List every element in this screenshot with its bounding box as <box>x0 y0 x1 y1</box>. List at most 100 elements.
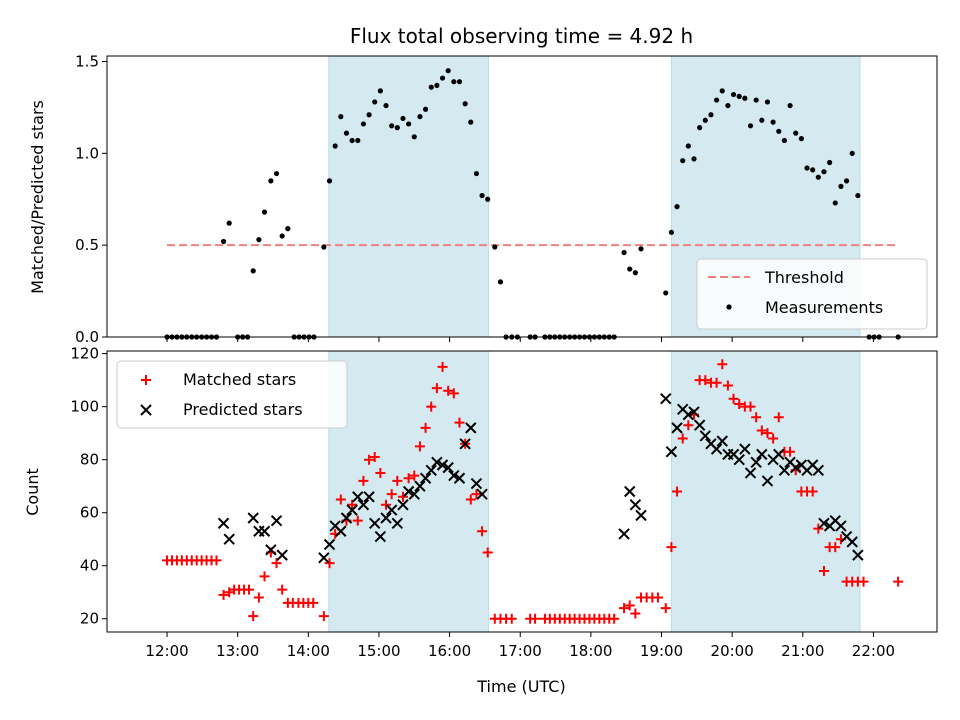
matched-star-point <box>375 467 386 478</box>
measurement-point <box>708 112 714 118</box>
predicted-star-point <box>835 520 847 532</box>
measurement-point <box>730 91 737 98</box>
legend-predicted-swatch <box>140 404 152 416</box>
predicted-star-point <box>716 435 728 447</box>
matched-star-point <box>609 613 620 624</box>
measurement-point <box>638 246 644 252</box>
predicted-star-point <box>846 536 858 548</box>
measurement-point <box>632 270 638 276</box>
predicted-star-point <box>442 461 454 474</box>
predicted-star-point <box>733 453 745 466</box>
predicted-star-point <box>385 504 398 516</box>
matched-star-point <box>666 542 677 553</box>
measurement-point <box>479 192 485 199</box>
matched-star-point <box>652 592 663 603</box>
matched-star-point <box>392 475 403 486</box>
predicted-star-point <box>374 530 387 543</box>
matched-star-point <box>414 441 425 452</box>
matched-star-point <box>308 597 319 608</box>
top-legend: Threshold Measurements <box>696 258 928 330</box>
top-y-axis-label: Matched/Predicted stars <box>28 100 47 294</box>
measurement-point <box>832 200 838 206</box>
matched-star-point <box>477 526 488 537</box>
measurement-point <box>400 115 406 122</box>
matched-star-point <box>335 494 346 505</box>
measurement-point <box>383 102 389 109</box>
matched-star-point <box>807 486 818 497</box>
matched-star-point <box>454 417 465 428</box>
matched-star-point <box>471 489 482 500</box>
legend-measurements-label: Measurements <box>765 298 883 317</box>
measurement-point <box>759 117 765 123</box>
matched-star-point <box>409 470 420 481</box>
measurement-point <box>674 204 680 210</box>
predicted-star-point <box>318 552 330 564</box>
matched-star-point <box>347 499 358 510</box>
matched-star-point <box>630 608 641 619</box>
predicted-star-point <box>465 422 477 434</box>
measurement-point <box>326 178 333 184</box>
predicted-star-point <box>391 517 404 530</box>
matched-star-point <box>259 571 270 582</box>
predicted-star-point <box>419 472 432 484</box>
bottom-x-tick-label: 13:00 <box>216 642 259 660</box>
x-axis-label: Time (UTC) <box>476 677 565 696</box>
bottom-y-tick-label: 60 <box>80 504 99 522</box>
measurement-point <box>285 226 291 232</box>
measurement-point <box>250 268 256 274</box>
matched-star-point <box>448 388 459 399</box>
measurement-point <box>747 123 754 129</box>
predicted-star-point <box>773 448 785 461</box>
measurement-point <box>411 134 417 140</box>
matched-star-point <box>369 452 380 463</box>
predicted-star-point <box>818 517 830 530</box>
matched-star-point <box>683 420 694 431</box>
matched-star-point <box>431 383 442 394</box>
top-y-tick-label: 1.0 <box>75 144 99 162</box>
predicted-star-point <box>247 512 259 524</box>
predicted-star-point <box>778 464 791 476</box>
predicted-star-point <box>476 488 488 500</box>
measurement-point <box>462 101 468 107</box>
matched-star-point <box>619 603 630 614</box>
matched-star-point <box>443 385 454 396</box>
predicted-star-point <box>453 472 466 484</box>
bottom-shaded-interval-1 <box>670 350 861 633</box>
measurement-point <box>428 84 434 90</box>
measurement-point <box>332 143 338 149</box>
predicted-star-point <box>470 477 483 490</box>
measurement-point <box>821 169 827 175</box>
chart-title: Flux total observing time = 4.92 h <box>350 24 693 48</box>
predicted-star-point <box>693 419 706 431</box>
measurement-point <box>485 196 491 202</box>
predicted-star-point <box>699 430 712 442</box>
measurement-point <box>810 167 816 173</box>
bottom-x-tick-label: 12:00 <box>145 642 188 660</box>
top-y-tick-label: 0.5 <box>75 236 99 254</box>
measurement-point <box>680 158 686 164</box>
measurement-point <box>770 119 776 125</box>
measurement-point <box>226 220 232 226</box>
matched-star-point <box>420 422 431 433</box>
bottom-x-tick-label: 19:00 <box>640 642 683 660</box>
measurement-point <box>468 119 474 125</box>
matched-star-point <box>728 393 739 404</box>
legend-threshold-label: Threshold <box>764 268 844 287</box>
bottom-y-axis-label: Count <box>23 468 42 516</box>
measurement-point <box>849 150 855 156</box>
top-legend-box <box>696 258 928 330</box>
predicted-star-point <box>750 456 762 469</box>
predicted-star-point <box>265 544 277 556</box>
measurement-point <box>338 114 344 120</box>
bottom-x-tick-label: 22:00 <box>852 642 895 660</box>
measurement-point <box>804 165 810 171</box>
matched-star-point <box>352 515 363 526</box>
measurement-point <box>349 137 355 144</box>
predicted-star-point <box>369 517 381 530</box>
matched-star-point <box>381 499 392 510</box>
predicted-star-point <box>812 464 825 476</box>
measurement-point <box>697 125 703 131</box>
predicted-star-point <box>852 549 864 561</box>
measurement-point <box>445 68 451 74</box>
